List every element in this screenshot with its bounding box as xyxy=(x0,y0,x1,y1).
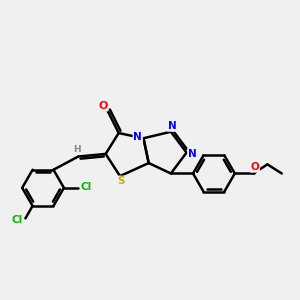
Text: Cl: Cl xyxy=(11,214,22,225)
Text: N: N xyxy=(168,121,176,131)
Text: N: N xyxy=(134,132,142,142)
Text: O: O xyxy=(250,162,259,172)
Text: O: O xyxy=(98,101,108,111)
Text: N: N xyxy=(188,149,197,159)
Text: H: H xyxy=(73,145,81,154)
Text: S: S xyxy=(118,176,125,186)
Text: Cl: Cl xyxy=(81,182,92,191)
